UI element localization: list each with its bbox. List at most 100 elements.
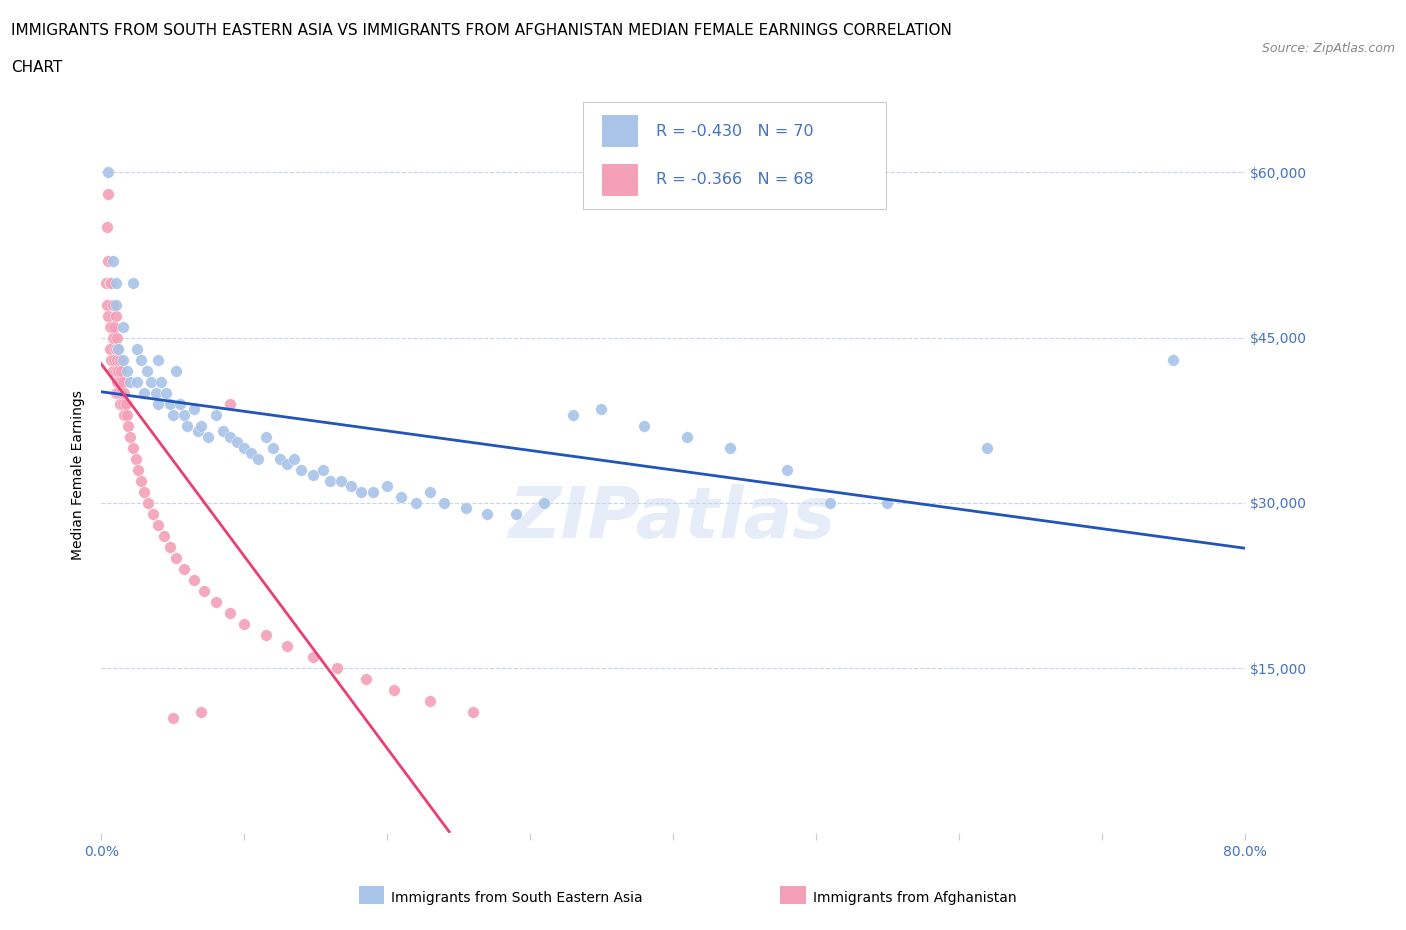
Point xyxy=(176,418,198,433)
Point xyxy=(173,562,195,577)
Point xyxy=(150,374,173,389)
Point xyxy=(94,275,117,290)
Point xyxy=(561,407,583,422)
Point xyxy=(276,457,298,472)
Point xyxy=(125,341,148,356)
Point xyxy=(110,385,132,400)
Point xyxy=(419,694,441,709)
Point xyxy=(218,430,240,445)
Point xyxy=(104,308,127,323)
Point xyxy=(350,485,373,499)
Point xyxy=(591,402,613,417)
Point xyxy=(190,418,212,433)
Point xyxy=(454,501,477,516)
Point xyxy=(111,374,134,389)
Point xyxy=(115,364,138,379)
Point xyxy=(108,396,131,411)
Point xyxy=(98,319,121,334)
Point xyxy=(104,341,127,356)
Point xyxy=(382,683,405,698)
Point xyxy=(107,341,129,356)
Point xyxy=(218,396,240,411)
Point xyxy=(326,660,349,675)
Point xyxy=(405,496,427,511)
Point xyxy=(165,551,187,565)
Point xyxy=(104,364,127,379)
Point xyxy=(233,617,256,631)
Point xyxy=(125,374,148,389)
Point xyxy=(107,341,129,356)
Point xyxy=(110,364,132,379)
Point xyxy=(155,385,177,400)
Point xyxy=(112,407,135,422)
Point xyxy=(101,253,124,268)
Point xyxy=(211,424,233,439)
Point xyxy=(97,308,120,323)
Text: IMMIGRANTS FROM SOUTH EASTERN ASIA VS IMMIGRANTS FROM AFGHANISTAN MEDIAN FEMALE : IMMIGRANTS FROM SOUTH EASTERN ASIA VS IM… xyxy=(11,23,952,38)
Point xyxy=(111,396,134,411)
Point xyxy=(718,441,741,456)
Point xyxy=(98,341,121,356)
Point xyxy=(107,364,129,379)
Point xyxy=(633,418,655,433)
Point xyxy=(105,330,128,345)
Point xyxy=(159,396,181,411)
Bar xyxy=(602,115,638,147)
Point xyxy=(138,496,160,511)
Point xyxy=(247,451,270,466)
Point xyxy=(97,187,120,202)
Point xyxy=(148,396,170,411)
Text: Immigrants from South Eastern Asia: Immigrants from South Eastern Asia xyxy=(391,891,643,906)
Point xyxy=(100,275,122,290)
Point xyxy=(183,573,205,588)
Point xyxy=(433,496,456,511)
Text: Source: ZipAtlas.com: Source: ZipAtlas.com xyxy=(1261,42,1395,55)
Point xyxy=(290,462,312,477)
Point xyxy=(108,374,131,389)
Point xyxy=(876,496,898,511)
Point xyxy=(97,253,120,268)
Text: ZIPatlas: ZIPatlas xyxy=(509,484,837,552)
Point xyxy=(117,418,139,433)
Point xyxy=(121,441,143,456)
Point xyxy=(312,462,335,477)
Point xyxy=(204,407,226,422)
Point xyxy=(269,451,291,466)
Point xyxy=(98,275,121,290)
Point xyxy=(114,396,136,411)
Point xyxy=(193,584,215,599)
Point xyxy=(319,473,342,488)
Point xyxy=(165,364,187,379)
Point xyxy=(141,374,163,389)
Point xyxy=(340,479,363,494)
Bar xyxy=(602,165,638,196)
Point xyxy=(301,650,323,665)
Point xyxy=(419,485,441,499)
Point xyxy=(159,539,181,554)
Point xyxy=(103,352,125,367)
Point xyxy=(226,435,249,450)
Point xyxy=(105,352,128,367)
Point xyxy=(96,220,118,235)
Text: R = -0.430   N = 70: R = -0.430 N = 70 xyxy=(657,125,814,140)
Point xyxy=(132,385,155,400)
Point xyxy=(204,594,226,609)
Point xyxy=(162,711,184,725)
Point xyxy=(100,352,122,367)
Point xyxy=(153,528,176,543)
Point xyxy=(118,374,141,389)
Point xyxy=(283,451,305,466)
Point xyxy=(475,507,498,522)
Point xyxy=(330,473,353,488)
Point xyxy=(112,385,135,400)
Point xyxy=(107,385,129,400)
Point xyxy=(142,507,165,522)
Point xyxy=(276,639,298,654)
Text: R = -0.366   N = 68: R = -0.366 N = 68 xyxy=(657,172,814,187)
Point xyxy=(389,490,412,505)
Point xyxy=(121,275,143,290)
Point xyxy=(111,319,134,334)
Point xyxy=(183,402,205,417)
Point xyxy=(262,441,284,456)
Point xyxy=(354,671,377,686)
